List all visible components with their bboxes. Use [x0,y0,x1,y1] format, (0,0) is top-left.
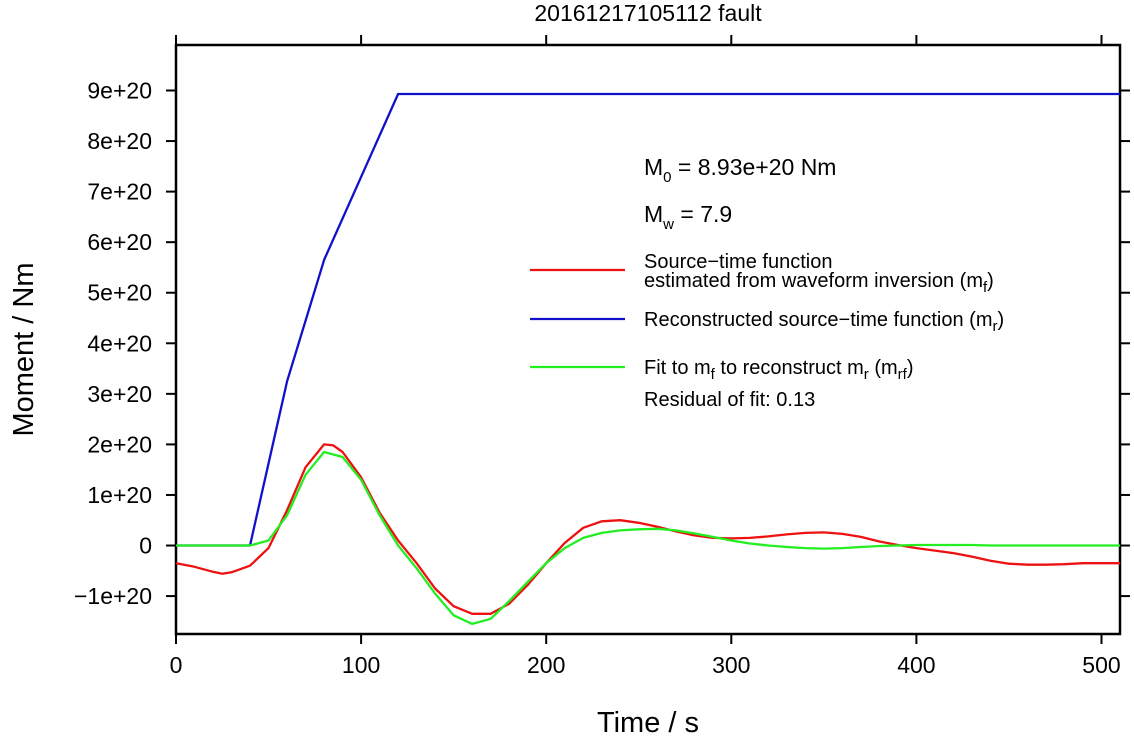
legend-label-mrf: Fit to mf to reconstruct mr (mrf) [644,357,914,383]
x-tick-label: 0 [170,652,183,678]
y-tick-label: 4e+20 [87,330,152,356]
y-tick-label: 7e+20 [87,179,152,205]
annotation-m0: M0 = 8.93e+20 Nm [644,154,836,186]
y-tick-label: 9e+20 [87,78,152,104]
y-tick-label: 0 [139,533,152,559]
annotation-residual: Residual of fit: 0.13 [644,389,815,411]
y-axis-title: Moment / Nm [8,262,40,436]
y-tick-label: 8e+20 [87,128,152,154]
chart-title: 20161217105112 fault [534,0,762,26]
legend-label-mf-line1: Source−time function [644,251,832,273]
y-tick-label: 5e+20 [87,280,152,306]
annotation-mw: Mw = 7.9 [644,201,732,233]
y-tick-label: 2e+20 [87,431,152,457]
plot-frame [174,43,1122,636]
x-tick-label: 500 [1082,652,1120,678]
y-tick-label: 6e+20 [87,229,152,255]
y-tick-label: 3e+20 [87,381,152,407]
y-tick-label: 1e+20 [87,482,152,508]
x-tick-label: 100 [342,652,380,678]
legend-label-mf-line2: estimated from waveform inversion (mf) [644,270,994,296]
x-tick-label: 300 [712,652,750,678]
x-tick-label: 400 [897,652,935,678]
y-tick-label: −1e+20 [74,583,152,609]
x-axis-title: Time / s [597,707,699,736]
series-line-mrf [176,450,1120,626]
series-line-mf [176,443,1120,615]
legend-label-mr: Reconstructed source−time function (mr) [644,309,1004,335]
x-tick-label: 200 [527,652,565,678]
